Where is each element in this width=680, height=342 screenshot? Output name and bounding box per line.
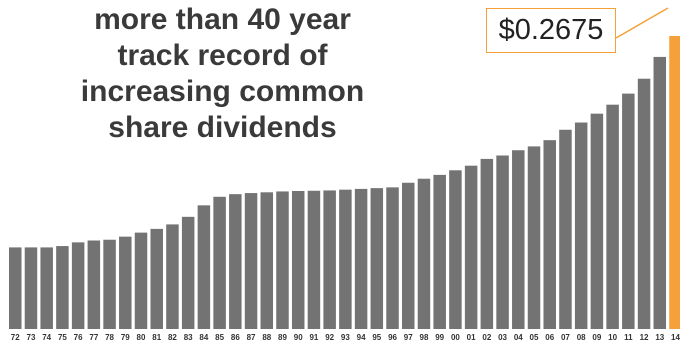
x-tick-label-79: 79 [121, 333, 130, 342]
x-tick-label-86: 86 [231, 333, 240, 342]
bar-80 [134, 232, 148, 329]
x-tick-label-78: 78 [105, 333, 114, 342]
bar-75 [56, 246, 69, 329]
x-tick-label-12: 12 [640, 333, 649, 342]
bar-13 [653, 56, 667, 330]
bar-92 [323, 190, 336, 329]
x-tick-label-85: 85 [215, 333, 224, 342]
x-tick-label-13: 13 [655, 333, 664, 342]
bar-78 [103, 239, 116, 329]
bar-12 [637, 78, 651, 329]
bar-06 [543, 140, 556, 329]
x-tick-label-80: 80 [137, 333, 146, 342]
x-tick-label-89: 89 [278, 333, 287, 342]
x-tick-labels: 72 73 74 75 76 77 78 79 80 81 82 83 84 85 86 87 88 89 90 91… [11, 333, 680, 342]
dividend-callout-box: $0.2675 [486, 8, 616, 53]
bar-09 [590, 113, 604, 329]
x-tick-label-09: 09 [592, 333, 601, 342]
x-tick-label-77: 77 [89, 333, 98, 342]
bar-74 [40, 247, 53, 329]
headline-line-2: track record of [117, 39, 328, 72]
x-tick-label-81: 81 [152, 333, 161, 342]
x-tick-label-01: 01 [467, 333, 476, 342]
bar-91 [307, 190, 321, 329]
x-tick-label-84: 84 [199, 333, 208, 342]
x-tick-label-14: 14 [671, 333, 680, 342]
x-tick-label-04: 04 [514, 333, 523, 342]
x-tick-label-06: 06 [545, 333, 554, 342]
bars-group [9, 36, 680, 330]
bar-95 [370, 188, 384, 329]
x-tick-label-94: 94 [357, 333, 366, 342]
x-tick-label-03: 03 [498, 333, 507, 342]
bar-03 [496, 155, 509, 329]
headline-line-1: more than 40 year [94, 3, 351, 36]
bar-88 [260, 192, 274, 329]
x-tick-label-75: 75 [58, 333, 67, 342]
x-tick-label-92: 92 [325, 333, 334, 342]
x-tick-label-00: 00 [451, 333, 460, 342]
x-tick-label-11: 11 [624, 333, 633, 342]
bar-05 [527, 146, 541, 329]
bar-79 [119, 236, 132, 329]
bar-04 [512, 150, 525, 329]
x-tick-label-87: 87 [247, 333, 256, 342]
bar-82 [166, 224, 179, 329]
bar-98 [417, 178, 431, 329]
bar-00 [449, 170, 462, 329]
x-tick-label-88: 88 [262, 333, 271, 342]
dividend-callout-value: $0.2675 [498, 14, 604, 46]
bar-07 [559, 129, 572, 329]
x-tick-label-02: 02 [482, 333, 491, 342]
bar-81 [150, 228, 163, 329]
bar-01 [464, 165, 478, 329]
headline-line-4: share dividends [108, 111, 337, 144]
bar-85 [213, 196, 226, 329]
chart-headline: more than 40 year track record of increa… [60, 2, 385, 146]
bar-72 [9, 247, 22, 329]
headline-line-3: increasing common [80, 75, 365, 108]
x-tick-label-74: 74 [42, 333, 51, 342]
bar-90 [291, 190, 305, 329]
bar-11 [622, 93, 635, 329]
x-tick-label-76: 76 [74, 333, 83, 342]
bar-77 [87, 240, 101, 329]
x-tick-label-91: 91 [309, 333, 318, 342]
x-tick-label-95: 95 [372, 333, 381, 342]
x-tick-label-93: 93 [341, 333, 350, 342]
x-tick-label-98: 98 [420, 333, 429, 342]
bar-83 [181, 216, 195, 329]
callout-leader-line [615, 7, 669, 39]
bar-93 [339, 189, 352, 329]
bar-99 [433, 174, 446, 329]
bar-89 [276, 191, 289, 329]
x-tick-label-99: 99 [435, 333, 444, 342]
x-tick-label-73: 73 [27, 333, 36, 342]
x-tick-label-10: 10 [608, 333, 617, 342]
x-tick-label-96: 96 [388, 333, 397, 342]
x-tick-label-82: 82 [168, 333, 177, 342]
bar-87 [244, 193, 258, 329]
x-tick-label-90: 90 [294, 333, 303, 342]
bar-94 [354, 188, 368, 329]
bar-76 [71, 242, 85, 329]
x-tick-label-83: 83 [184, 333, 193, 342]
x-tick-label-97: 97 [404, 333, 413, 342]
bar-84 [197, 205, 211, 329]
x-tick-label-05: 05 [530, 333, 539, 342]
bar-08 [574, 122, 588, 329]
bar-96 [386, 187, 399, 329]
bar-14 [669, 36, 680, 329]
x-tick-label-72: 72 [11, 333, 20, 342]
bar-02 [480, 158, 494, 329]
bar-10 [606, 104, 619, 330]
x-tick-label-07: 07 [561, 333, 570, 342]
x-tick-label-08: 08 [577, 333, 586, 342]
bar-97 [402, 182, 415, 329]
bar-73 [24, 247, 38, 329]
bar-86 [229, 194, 242, 329]
